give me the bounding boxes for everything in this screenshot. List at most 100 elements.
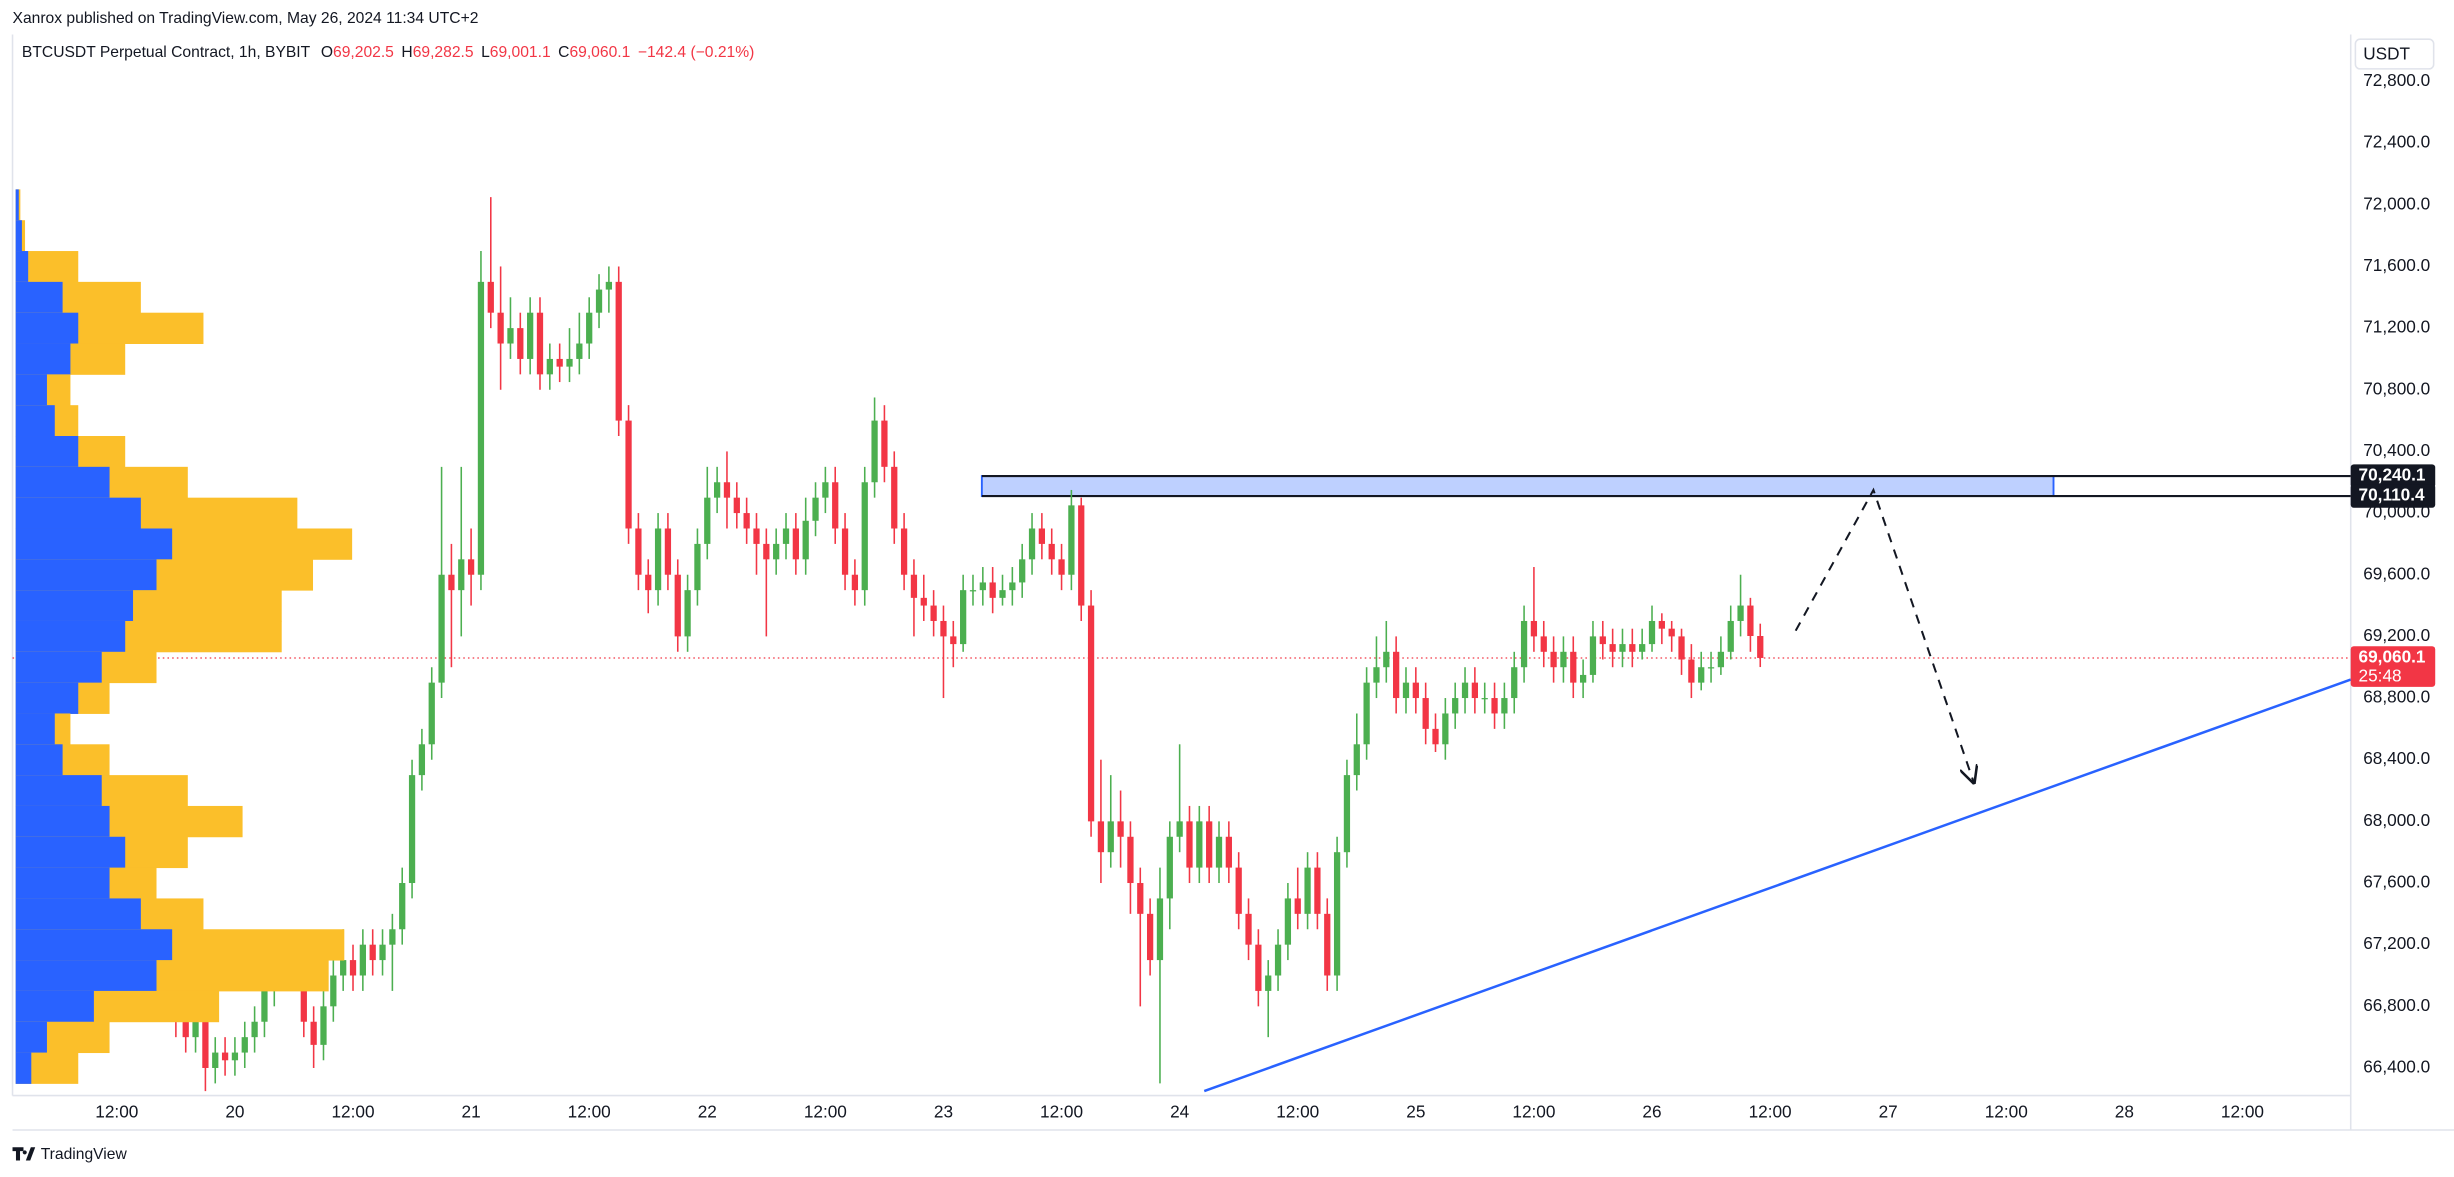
- candle-body: [900, 528, 908, 575]
- candle-body: [428, 682, 435, 745]
- y-tick-label: 69,200.0: [2363, 625, 2430, 645]
- candle-body: [379, 944, 386, 961]
- currency: USDT: [2363, 43, 2410, 63]
- currency-box[interactable]: [2354, 38, 2435, 70]
- profile-up: [15, 281, 63, 314]
- candle-body: [202, 1014, 209, 1068]
- x-tick-label: 25: [1406, 1101, 1425, 1121]
- candle-body: [517, 328, 524, 359]
- candle-body: [595, 289, 603, 313]
- candle-body: [1452, 698, 1459, 714]
- countdown: 25:48: [2359, 665, 2402, 685]
- candle-body: [635, 528, 642, 575]
- candle-body: [1265, 975, 1272, 991]
- candle-body: [536, 312, 544, 375]
- candle-body: [1068, 505, 1075, 575]
- candle-body: [1225, 836, 1232, 868]
- candle-body: [792, 528, 799, 560]
- candle-body: [261, 990, 268, 1022]
- candle-body: [1137, 883, 1144, 914]
- y-tick-label: 72,000.0: [2363, 193, 2430, 213]
- candle-body: [1619, 644, 1626, 652]
- candle-body: [1146, 913, 1154, 961]
- x-tick-label: 22: [698, 1101, 717, 1121]
- candle-body: [1570, 651, 1577, 683]
- candle-body: [1678, 636, 1685, 660]
- candle-body: [694, 543, 701, 591]
- candle-body: [1314, 867, 1321, 914]
- candle-body: [438, 574, 445, 683]
- candle-body: [1284, 898, 1292, 945]
- candle-body: [684, 590, 691, 637]
- y-tick-label: 67,600.0: [2363, 872, 2430, 892]
- candle-body: [1648, 620, 1656, 645]
- candle-body: [1599, 636, 1606, 645]
- candle-body: [497, 312, 504, 344]
- y-tick-label: 68,800.0: [2363, 687, 2430, 707]
- candle-body: [1481, 698, 1488, 700]
- candle-body: [1550, 651, 1557, 668]
- candle-body: [940, 620, 947, 637]
- profile-up: [15, 374, 47, 406]
- candle-body: [930, 605, 937, 621]
- trendline: [1203, 678, 2352, 1093]
- candle-body: [1520, 620, 1528, 668]
- candle-body: [1343, 775, 1351, 853]
- candle-body: [1530, 620, 1538, 637]
- ohlc-value: 69,001.1: [490, 44, 551, 61]
- brand-logo: [12, 1147, 36, 1161]
- x-tick-label: 12:00: [2221, 1101, 2264, 1121]
- candle-body: [1402, 682, 1410, 699]
- candle-body: [1176, 821, 1183, 837]
- ohlc-value: 69,060.1: [569, 44, 630, 61]
- candle-body: [1304, 867, 1311, 914]
- candle-body: [713, 482, 721, 498]
- candle-body: [1471, 682, 1479, 699]
- candle-body: [1579, 674, 1587, 683]
- x-tick-label: 12:00: [1512, 1101, 1555, 1121]
- candle-body: [881, 420, 888, 467]
- profile-up: [15, 929, 173, 961]
- candle-body: [330, 975, 337, 1007]
- candle-body: [979, 582, 986, 591]
- candle-body: [556, 358, 563, 367]
- candle-body: [1717, 651, 1725, 668]
- candle-body: [477, 281, 485, 575]
- candle-body: [969, 590, 977, 592]
- candle-body: [832, 482, 839, 529]
- candle-body: [527, 312, 534, 359]
- profile-up: [15, 559, 157, 591]
- profile-up: [15, 620, 126, 653]
- candle-body: [950, 636, 957, 645]
- candle-body: [1274, 944, 1282, 976]
- x-tick-label: 12:00: [568, 1101, 611, 1121]
- ohlc-value: 69,282.5: [413, 44, 474, 61]
- candle-body: [1491, 698, 1498, 714]
- candle-body: [458, 559, 465, 591]
- candle-body: [1235, 867, 1242, 914]
- candle-body: [369, 944, 376, 961]
- y-tick-label: 67,200.0: [2363, 933, 2430, 953]
- candle-body: [645, 574, 652, 591]
- candle-body: [851, 574, 859, 591]
- ohlc-key: L: [481, 44, 490, 61]
- candle-body: [448, 574, 455, 591]
- x-tick-label: 21: [462, 1101, 481, 1121]
- candle-body: [1639, 644, 1646, 652]
- y-tick-label: 72,800.0: [2363, 70, 2430, 90]
- candle-body: [221, 1052, 229, 1061]
- x-tick-label: 12:00: [331, 1101, 374, 1121]
- candle-body: [910, 574, 918, 598]
- candle-body: [1688, 659, 1695, 683]
- candle-body: [300, 975, 307, 1022]
- candle-body: [1737, 605, 1744, 621]
- projection-path: [1794, 487, 1974, 783]
- candle-body: [733, 497, 740, 514]
- byline: Xanrox published on TradingView.com, May…: [13, 10, 479, 27]
- candle-body: [507, 328, 514, 344]
- candle-body: [1442, 713, 1449, 745]
- x-tick-label: 12:00: [1040, 1101, 1083, 1121]
- profile-up: [15, 960, 157, 992]
- candle-body: [1097, 821, 1105, 853]
